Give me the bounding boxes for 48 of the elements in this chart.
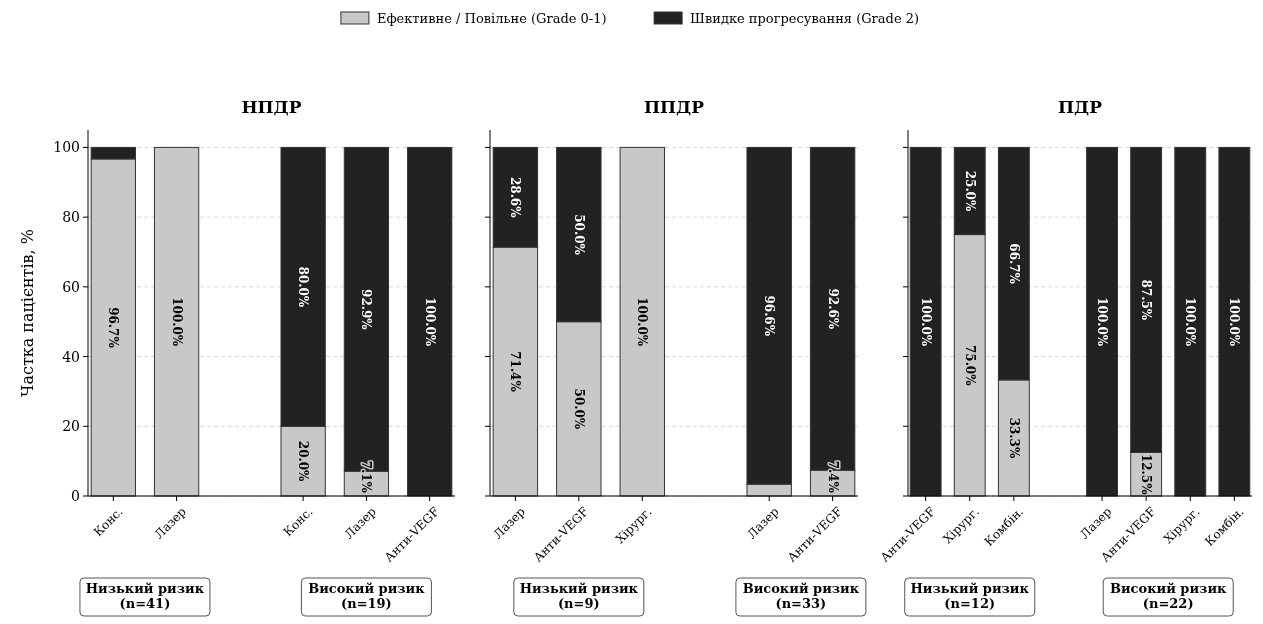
y-tick-label: 60 — [62, 278, 80, 295]
legend-label: Ефективне / Повільне (Grade 0-1) — [376, 10, 607, 26]
bar — [1218, 146, 1251, 497]
data-label: 100.0% — [1183, 297, 1198, 347]
data-label: 100.0% — [422, 297, 437, 347]
data-label: 71.4% — [508, 351, 523, 393]
data-label: 7.1% — [359, 460, 374, 494]
data-label: 92.9% — [359, 289, 374, 331]
data-label: 100.0% — [1227, 297, 1242, 347]
y-tick-label: 20 — [62, 418, 80, 435]
y-tick-label: 100 — [53, 139, 80, 156]
data-label: 100.0% — [169, 297, 184, 347]
data-label: 100.0% — [1095, 297, 1110, 347]
data-label: 50.0% — [571, 388, 586, 430]
bar — [407, 146, 453, 497]
data-label: 20.0% — [296, 440, 311, 483]
data-label: 96.7% — [106, 307, 121, 349]
data-label: 96.6% — [762, 295, 777, 337]
data-label: 87.5% — [1139, 279, 1154, 321]
data-label: 50.0% — [571, 214, 586, 256]
bar — [909, 146, 942, 497]
data-label: 100.0% — [635, 297, 650, 347]
text: Високий ризик (n=19) — [308, 581, 426, 611]
chart-title: ПДР — [1058, 97, 1103, 117]
data-label: 66.7% — [1006, 243, 1021, 285]
y-tick-label: 0 — [71, 488, 80, 504]
data-label: 75.0% — [962, 344, 977, 387]
chart-title: НПДР — [241, 97, 302, 117]
chart-title: ППДР — [643, 97, 705, 117]
data-label: 92.6% — [825, 288, 840, 330]
y-axis-title: Частка пацієнтів, % — [18, 229, 37, 397]
data-label: 28.6% — [508, 176, 523, 219]
text: Високий ризик (n=33) — [742, 581, 860, 611]
data-label: 7.4% — [825, 460, 840, 494]
bar — [1174, 146, 1207, 497]
data-label: 33.3% — [1006, 417, 1021, 459]
text: Високий ризик (n=22) — [1109, 581, 1228, 611]
y-tick-label: 80 — [62, 209, 80, 226]
text: Низький ризик (n=9) — [519, 581, 639, 611]
legend-label: Швидке прогресування (Grade 2) — [690, 10, 920, 26]
data-label: 80.0% — [296, 266, 311, 308]
data-label: 100.0% — [918, 297, 933, 347]
text: Низький ризик (n=12) — [910, 581, 1030, 611]
data-label: 25.0% — [962, 170, 977, 212]
bar — [1086, 146, 1118, 497]
y-tick-label: 40 — [62, 348, 80, 365]
text: Низький ризик (n=41) — [85, 581, 205, 611]
data-label: 12.5% — [1139, 453, 1154, 496]
